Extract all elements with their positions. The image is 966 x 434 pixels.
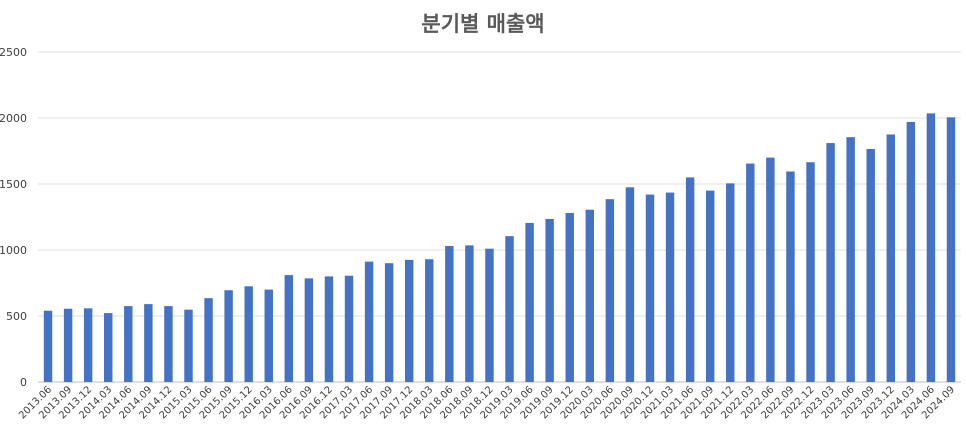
y-tick-label: 0 — [20, 376, 27, 389]
bar — [364, 261, 374, 382]
bar — [846, 137, 855, 382]
bar — [826, 143, 835, 382]
bar — [244, 286, 253, 382]
y-tick-label: 2500 — [0, 46, 27, 59]
bar — [284, 275, 294, 382]
bar — [344, 275, 354, 382]
bar — [886, 134, 895, 382]
bar — [685, 177, 695, 382]
bar — [465, 245, 474, 382]
bar — [63, 308, 73, 382]
bar — [705, 190, 715, 382]
bar — [585, 209, 595, 382]
bar — [144, 304, 153, 382]
bar — [324, 276, 334, 382]
bar — [565, 213, 574, 382]
bar — [83, 308, 93, 382]
y-tick-label: 500 — [6, 310, 27, 323]
bar — [184, 309, 193, 382]
bar — [445, 246, 454, 382]
bar — [104, 313, 113, 382]
bar — [926, 113, 936, 382]
bar — [806, 162, 815, 382]
bar — [505, 236, 514, 382]
bar — [866, 149, 875, 382]
bar — [545, 218, 554, 382]
bar — [164, 306, 173, 382]
bar — [946, 117, 956, 382]
y-tick-label: 1500 — [0, 178, 27, 191]
bar — [43, 310, 53, 382]
bar — [204, 298, 213, 382]
bar — [304, 278, 314, 382]
bar — [605, 199, 615, 382]
y-tick-label: 2000 — [0, 112, 27, 125]
bar — [625, 187, 635, 382]
bar — [726, 183, 735, 382]
bar — [384, 263, 394, 382]
bar — [485, 248, 494, 382]
bar — [224, 290, 233, 382]
chart-title: 분기별 매출액 — [421, 12, 545, 36]
bar — [766, 157, 775, 382]
bar — [906, 121, 916, 383]
bar — [786, 171, 795, 382]
bar — [404, 259, 414, 382]
y-tick-label: 1000 — [0, 244, 27, 257]
bar — [645, 194, 655, 382]
bar — [425, 259, 434, 382]
bar — [124, 306, 133, 382]
bar — [525, 222, 534, 382]
bar — [264, 289, 273, 382]
bar — [746, 163, 755, 382]
bar — [665, 192, 675, 382]
